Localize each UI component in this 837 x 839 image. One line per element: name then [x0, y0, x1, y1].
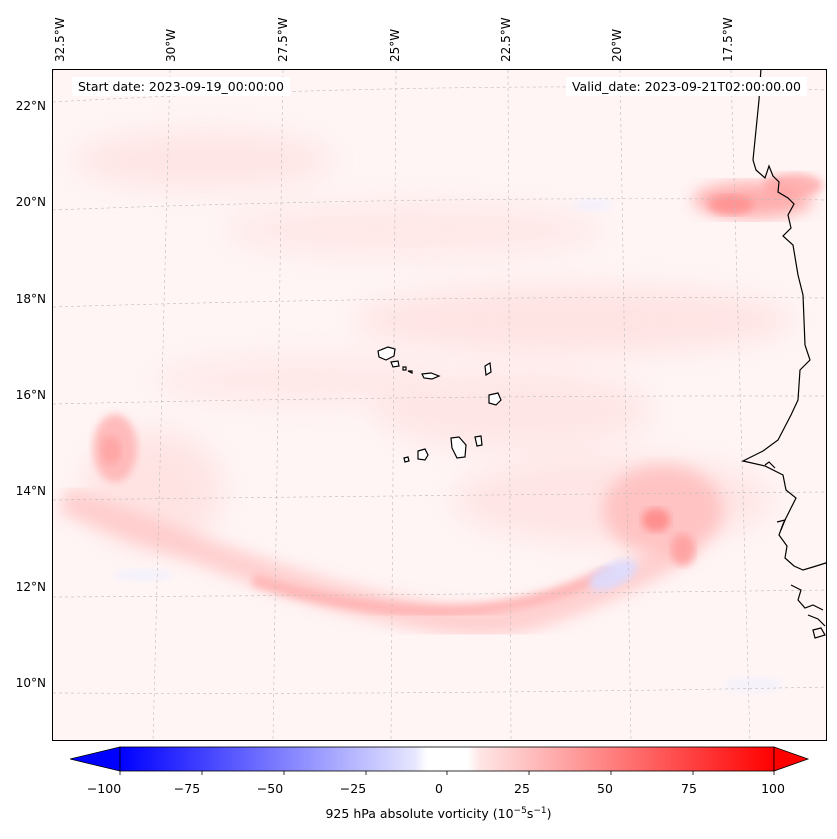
colorbar-max-extend [773, 746, 810, 772]
lon-label-25w: 25°W [388, 28, 402, 62]
lon-label-27-5w: 27.5°W [276, 17, 290, 62]
cape-verde-islands [377, 346, 502, 463]
vorticity-shading [58, 130, 823, 693]
colorbar-tick-minus-100: −100 [86, 781, 122, 796]
lon-label-22-5w: 22.5°W [499, 17, 513, 62]
lat-label-18n: 18°N [15, 292, 46, 306]
colorbar-tick-minus-50: −50 [256, 781, 284, 796]
lon-label-17-5w: 17.5°W [721, 17, 735, 62]
lon-label-32-5w: 32.5°W [53, 17, 67, 62]
vorticity-field-map [53, 70, 826, 740]
lat-label-14n: 14°N [15, 484, 46, 498]
colorbar-label: 925 hPa absolute vorticity (10−5s−1) [325, 806, 552, 822]
lat-label-12n: 12°N [15, 580, 46, 594]
colorbar-tick-100: 100 [761, 781, 785, 796]
lat-label-22n: 22°N [15, 99, 46, 113]
valid-date-label: Valid_date: 2023-09-21T02:00:00.00 [565, 77, 807, 96]
colorbar-tick-25: 25 [514, 781, 530, 796]
lon-label-20w: 20°W [610, 28, 624, 62]
start-date-label: Start date: 2023-09-19_00:00:00 [72, 77, 290, 96]
colorbar-tick-50: 50 [597, 781, 613, 796]
map-panel [52, 69, 827, 741]
vorticity-colorbar [70, 746, 810, 775]
colorbar-tick-minus-25: −25 [339, 781, 367, 796]
lon-label-30w: 30°W [164, 28, 178, 62]
colorbar-tick-75: 75 [681, 781, 697, 796]
lat-label-10n: 10°N [15, 676, 46, 690]
graticule [53, 70, 826, 740]
colorbar-min-extend [70, 746, 121, 772]
african-coastline [741, 70, 826, 639]
lat-label-16n: 16°N [15, 388, 46, 402]
colorbar-tick-minus-75: −75 [173, 781, 201, 796]
lat-label-20n: 20°N [15, 195, 46, 209]
colorbar-tick-0: 0 [435, 781, 443, 796]
colorbar-gradient [119, 746, 775, 772]
